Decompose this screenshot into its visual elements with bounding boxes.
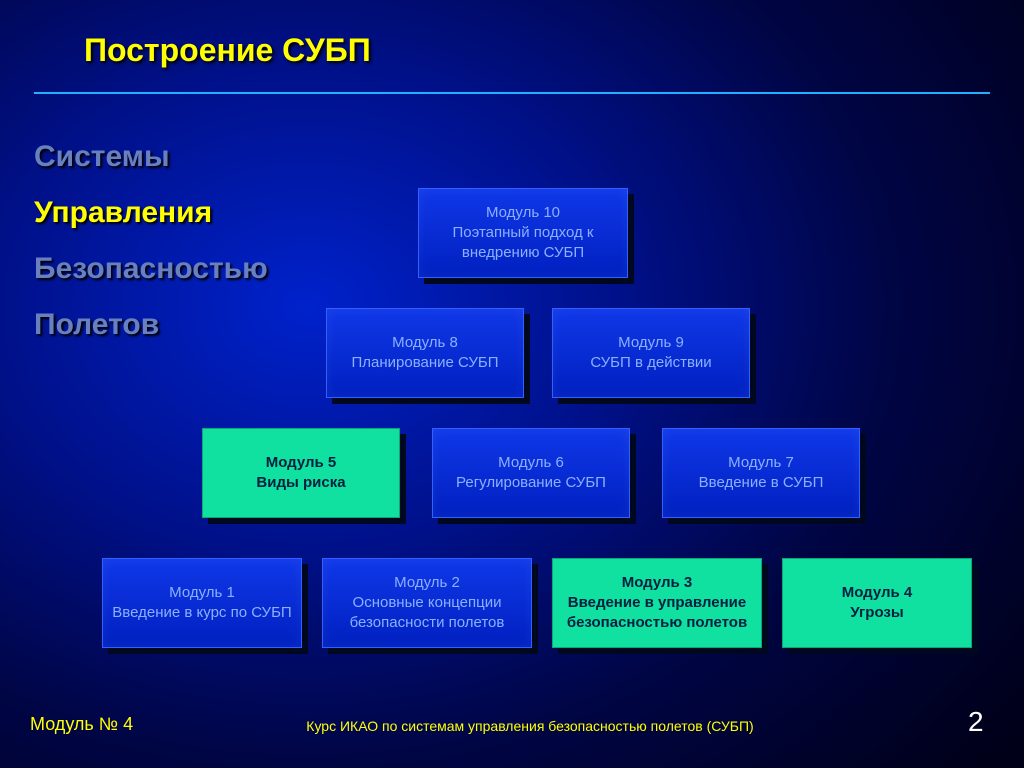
module-label: Введение в управление безопасностью поле… [559, 593, 755, 634]
module-label: Виды риска [256, 473, 345, 493]
module-box-1: Модуль 10Поэтапный подход к внедрению СУ… [418, 188, 628, 278]
module-box-9: Модуль 3Введение в управление безопаснос… [552, 558, 762, 648]
module-label: Введение в курс по СУБП [112, 603, 291, 623]
acronym-word-0: Системы [34, 140, 170, 174]
acronym-word-1: Управления [34, 196, 212, 230]
module-box-10: Модуль 4Угрозы [782, 558, 972, 648]
page-title: Построение СУБП [84, 32, 371, 69]
module-number: Модуль 5 [266, 453, 337, 473]
module-number: Модуль 4 [842, 583, 913, 603]
module-label: Угрозы [850, 603, 903, 623]
module-number: Модуль 7 [728, 453, 794, 473]
acronym-word-2: Безопасностью [34, 252, 268, 286]
module-box-8: Модуль 2Основные концепции безопасности … [322, 558, 532, 648]
footer-module-number: Модуль № 4 [30, 714, 133, 735]
module-box-3: Модуль 9СУБП в действии [552, 308, 750, 398]
module-label: Регулирование СУБП [456, 473, 606, 493]
module-box-4: Модуль 5Виды риска [202, 428, 400, 518]
module-number: Модуль 9 [618, 333, 684, 353]
module-label: Введение в СУБП [699, 473, 824, 493]
module-box-5: Модуль 6Регулирование СУБП [432, 428, 630, 518]
title-underline [34, 92, 990, 94]
module-box-7: Модуль 1Введение в курс по СУБП [102, 558, 302, 648]
module-box-6: Модуль 7Введение в СУБП [662, 428, 860, 518]
footer-page-number: 2 [968, 706, 984, 738]
module-box-2: Модуль 8Планирование СУБП [326, 308, 524, 398]
module-label: Основные концепции безопасности полетов [329, 593, 525, 634]
module-number: Модуль 8 [392, 333, 458, 353]
module-number: Модуль 10 [486, 203, 560, 223]
module-number: Модуль 1 [169, 583, 235, 603]
acronym-word-3: Полетов [34, 308, 159, 342]
module-number: Модуль 2 [394, 573, 460, 593]
footer-course-title: Курс ИКАО по системам управления безопас… [250, 718, 810, 734]
module-label: СУБП в действии [590, 353, 711, 373]
module-number: Модуль 6 [498, 453, 564, 473]
module-number: Модуль 3 [622, 573, 693, 593]
module-label: Планирование СУБП [351, 353, 498, 373]
module-label: Поэтапный подход к внедрению СУБП [425, 223, 621, 264]
